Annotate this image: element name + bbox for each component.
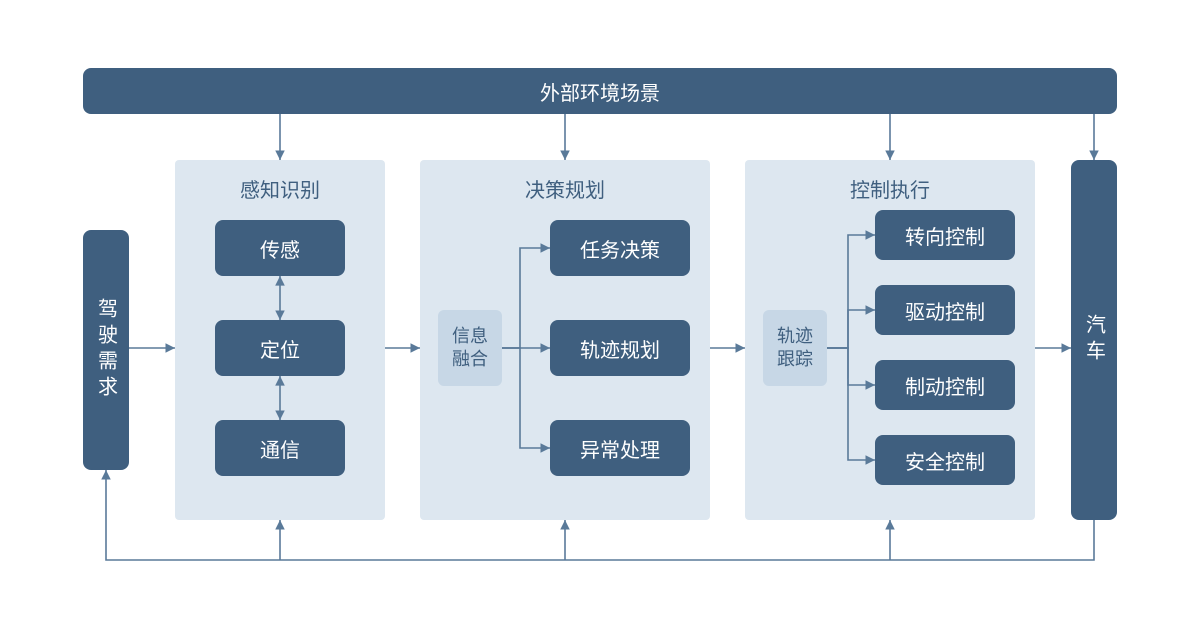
node-safe: 安全控制	[875, 435, 1015, 485]
diagram-canvas: 感知识别 决策规划 控制执行 外部环境场景驾驶需求 汽车 传感定位通信 信息 融合任务决策轨…	[0, 0, 1200, 643]
node-track: 轨迹 跟踪	[763, 310, 827, 386]
node-drive: 驱动控制	[875, 285, 1015, 335]
panel-title-p2: 决策规划	[420, 174, 710, 203]
node-comm: 通信	[215, 420, 345, 476]
panel-title-p3: 控制执行	[745, 174, 1035, 203]
node-except: 异常处理	[550, 420, 690, 476]
node-brake: 制动控制	[875, 360, 1015, 410]
node-locate: 定位	[215, 320, 345, 376]
panel-title-p1: 感知识别	[175, 174, 385, 203]
top-bar-external-environment: 外部环境场景	[83, 68, 1117, 114]
left-bar-driving-demand: 驾驶需求	[83, 230, 129, 470]
right-bar-vehicle: 汽车	[1071, 160, 1117, 520]
node-sense: 传感	[215, 220, 345, 276]
node-task: 任务决策	[550, 220, 690, 276]
node-fusion: 信息 融合	[438, 310, 502, 386]
node-steer: 转向控制	[875, 210, 1015, 260]
node-traj: 轨迹规划	[550, 320, 690, 376]
